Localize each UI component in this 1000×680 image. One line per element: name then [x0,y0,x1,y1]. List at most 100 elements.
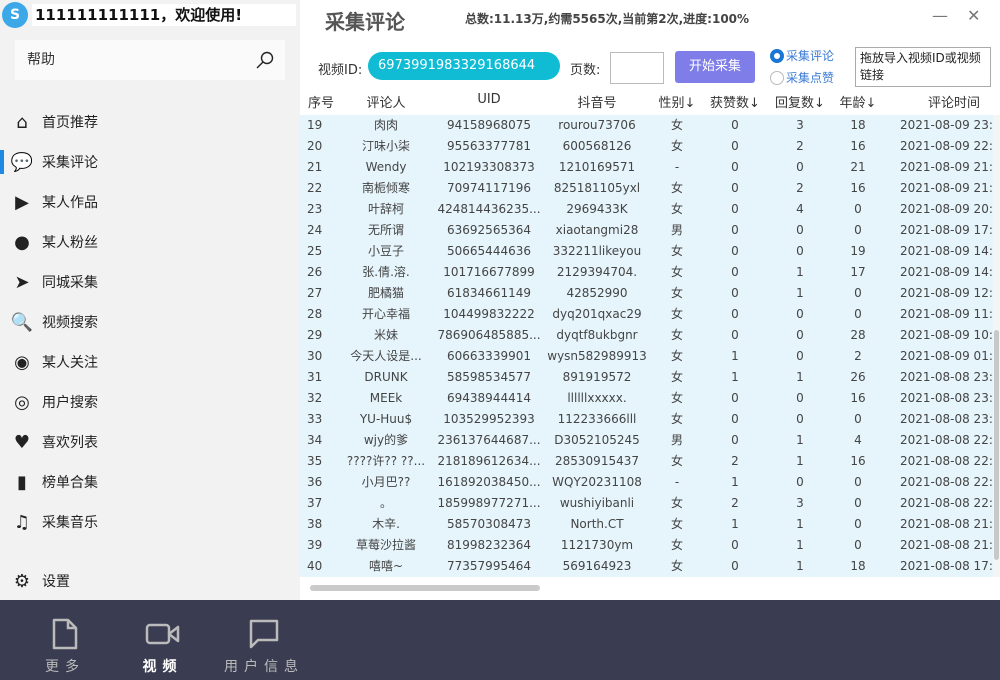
search-icon[interactable] [255,50,275,70]
sidebar-item-10[interactable]: ♫ 采集音乐 [0,504,300,540]
vertical-scroll-thumb[interactable] [994,330,999,560]
table-cell: 16 [850,139,866,153]
sidebar-item-3[interactable]: ● 某人粉丝 [0,224,300,260]
table-cell: 786906485885... [437,328,541,342]
sidebar-item-9[interactable]: ▮ 榜单合集 [0,464,300,500]
table-cell: 女 [670,559,684,573]
column-header[interactable]: 评论人 [366,96,406,111]
table-row[interactable]: 29 米妹 786906485885... dyqtf8ukbgnr 女 0 0 28 2021… [300,325,993,346]
table-cell: 开心幸福 [361,307,411,321]
table-cell: 29 [307,328,323,342]
pages-input[interactable] [610,52,664,84]
table-row[interactable]: 33 YU-Huu$ 103529952393 112233666lll 女 0 0 0 202… [300,409,993,430]
search-icon: 🔍 [10,311,34,333]
table-row[interactable]: 39 草莓沙拉酱 81998232364 1121730ym 女 0 1 0 2021-08-0… [300,535,993,556]
table-cell: 1 [796,517,804,531]
table-cell: 0 [731,433,739,447]
table-row[interactable]: 31 DRUNK 58598534577 891919572 女 1 1 26 2021-08-… [300,367,993,388]
table-cell: 0 [731,160,739,174]
table-row[interactable]: 36 小月巴?? 161892038450... WQY20231108 - 1 0 0 202… [300,472,993,493]
table-row[interactable]: 37 。 185998977271... wushiyibanli 女 2 3 0 2021-0… [300,493,993,514]
drop-import-box[interactable]: 拖放导入视频ID或视频链接 [855,47,991,87]
column-header[interactable]: 获赞数↓ [710,96,760,111]
vertical-scrollbar[interactable] [993,115,1000,577]
main-panel: 采集评论 总数:11.13万,约需5565次,当前第2次,进度:100% — ✕… [300,0,1000,600]
sidebar-item-4[interactable]: ➤ 同城采集 [0,264,300,300]
table-cell: dyqtf8ukbgnr [556,328,638,342]
sidebar-item-label: 喜欢列表 [42,435,98,451]
column-header[interactable]: 抖音号 [577,96,617,111]
column-header[interactable]: 年龄↓ [839,96,877,111]
table-cell: 2021-08-09 12:3 [900,286,993,300]
table-cell: 21 [307,160,323,174]
table-cell: 94158968075 [447,118,531,132]
video-id-input[interactable]: 6973991983329168644 [368,52,560,80]
sidebar-item-label: 用户搜索 [42,395,98,411]
table-row[interactable]: 28 开心幸福 104499832222 dyq201qxac29 女 0 0 0 2021-0… [300,304,993,325]
close-button[interactable]: ✕ [967,6,981,25]
sidebar-item-0[interactable]: ⌂ 首页推荐 [0,104,300,140]
table-row[interactable]: 25 小豆子 50665444636 332211likeyou 女 0 0 19 2021-0… [300,241,993,262]
column-header[interactable]: 性别↓ [658,96,696,111]
sidebar-item-2[interactable]: ▶ 某人作品 [0,184,300,220]
sidebar-item-settings[interactable]: ⚙ 设置 [0,563,300,599]
table-row[interactable]: 38 木辛. 58570308473 North.CT 女 1 1 0 2021-08-08 2… [300,514,993,535]
table-cell: 米妹 [373,328,399,342]
table-row[interactable]: 30 今天人设是... 60663339901 wysn582989913 女 1 0 2 20… [300,346,993,367]
bottom-item-user-info[interactable]: 用户信息 [222,618,306,676]
table-cell: 女 [670,265,684,279]
table-cell: 2969433K [566,202,628,216]
table-cell: 3 [796,118,804,132]
table-row[interactable]: 19 肉肉 94158968075 rourou73706 女 0 3 18 2021-08-0… [300,115,993,136]
radio-collect-likes[interactable]: 采集点赞 [770,69,834,86]
table-cell: 2021-08-09 17:1 [900,223,993,237]
sidebar-item-label: 采集音乐 [42,515,98,531]
sidebar-item-5[interactable]: 🔍 视频搜索 [0,304,300,340]
table-row[interactable]: 20 汀味小柒 95563377781 600568126 女 0 2 16 2021-08-0… [300,136,993,157]
column-header[interactable]: UID [477,92,501,107]
start-collect-button[interactable]: 开始采集 [675,51,755,83]
horizontal-scrollbar[interactable] [300,580,1000,596]
table-row[interactable]: 35 ????许?? ??... 218189612634... 2853091543… [300,451,993,472]
radio-label: 采集评论 [786,49,835,63]
help-search-input[interactable]: 帮助 [15,40,285,80]
table-cell: D3052105245 [554,433,640,447]
minimize-button[interactable]: — [932,6,948,25]
sidebar-item-6[interactable]: ◉ 某人关注 [0,344,300,380]
comment-icon: 💬 [10,151,34,173]
horizontal-scroll-thumb[interactable] [310,585,540,591]
table-row[interactable]: 34 wjy的爹 236137644687... D3052105245 男 0 1 4 202… [300,430,993,451]
table-cell: - [674,475,680,489]
table-cell: 30 [307,349,323,363]
table-row[interactable]: 40 嘻嘻~ 77357995464 569164923 女 0 1 18 2021-08-08… [300,556,993,577]
radio-collect-comments[interactable]: 采集评论 [770,47,834,64]
table-row[interactable]: 26 张.倩.溶. 101716677899 2129394704. 女 0 1 17 2021… [300,262,993,283]
table-row[interactable]: 24 无所谓 63692565364 xiaotangmi28 男 0 0 0 2021-08-… [300,220,993,241]
table-cell: 28 [307,307,323,321]
table-cell: 2129394704. [556,265,638,279]
table-cell: 569164923 [562,559,632,573]
table-row[interactable]: 21 Wendy 102193308373 1210169571 - 0 0 21 2021-0… [300,157,993,178]
table-cell: 25 [307,244,323,258]
sidebar-item-8[interactable]: ♥ 喜欢列表 [0,424,300,460]
sidebar-item-7[interactable]: ◎ 用户搜索 [0,384,300,420]
table-cell: 4 [796,202,804,216]
bottom-item-video[interactable]: 视频 [135,618,190,676]
sidebar-item-1[interactable]: 💬 采集评论 [0,144,300,180]
column-header[interactable]: 序号 [307,96,335,111]
table-row[interactable]: 22 南栀倾寒 70974117196 825181105yxl 女 0 2 16 2021-0… [300,178,993,199]
table-cell: 0 [796,412,804,426]
bottom-item-more[interactable]: 更多 [40,618,90,676]
table-row[interactable]: 23 叶辞柯 424814436235... 2969433K 女 0 4 0 2021-08-… [300,199,993,220]
table-cell: 1 [731,370,739,384]
table-cell: 2021-08-08 23:2 [900,412,993,426]
table-cell: 嘻嘻~ [368,559,404,573]
column-header[interactable]: 回复数↓ [775,96,825,111]
table-cell: 1 [796,433,804,447]
table-row[interactable]: 32 MEEk 69438944414 llllllxxxxx. 女 0 0 16 2021-0… [300,388,993,409]
table-cell: 2021-08-08 23:2 [900,391,993,405]
table-row[interactable]: 27 肥橘猫 61834661149 42852990 女 0 1 0 2021-08-09 1… [300,283,993,304]
table-cell: 。 [379,496,393,510]
column-header[interactable]: 评论时间 [928,96,981,111]
table-cell: 16 [850,391,866,405]
